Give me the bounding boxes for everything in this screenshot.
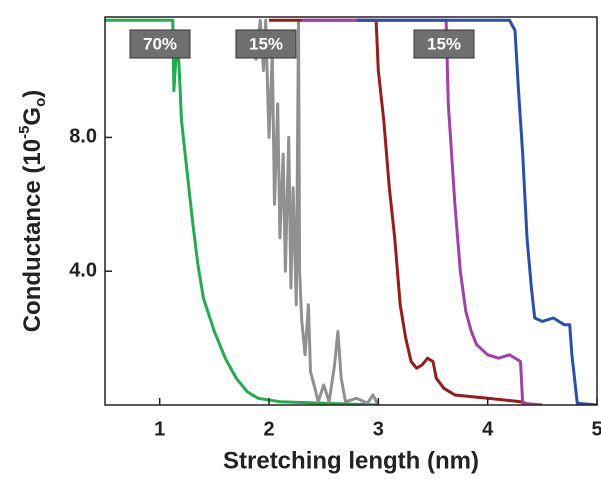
annotation-box — [413, 29, 475, 59]
y-tick-label: 4.0 — [69, 259, 97, 281]
annotation-box — [129, 29, 191, 59]
annotation: 15% — [427, 34, 461, 53]
x-tick-label: 3 — [373, 418, 384, 440]
x-tick-label: 5 — [591, 418, 601, 440]
annotation: 15% — [249, 34, 283, 53]
y-axis-title-part: G — [19, 107, 46, 126]
y-axis-title-part: o — [32, 98, 49, 107]
annotation: 70% — [143, 34, 177, 53]
plot-frame — [104, 16, 598, 406]
conductance-trace — [254, 18, 380, 405]
conductance-trace — [356, 18, 597, 405]
y-axis-title-part: ) — [19, 90, 46, 98]
x-tick-label: 4 — [482, 418, 494, 440]
annotation-box — [235, 29, 297, 59]
x-tick-label: 1 — [154, 418, 165, 440]
conductance-trace — [301, 18, 543, 405]
y-axis-title: Conductance (10-5Go) — [16, 90, 49, 333]
y-tick-label: 8.0 — [69, 126, 97, 148]
x-axis-title: Stretching length (nm) — [223, 447, 479, 474]
plot-lines — [105, 18, 597, 405]
y-axis-title-part: -5 — [16, 126, 33, 139]
x-tick-label: 2 — [263, 418, 274, 440]
conductance-trace — [269, 18, 527, 405]
y-axis-title-part: Conductance (10 — [19, 139, 46, 332]
